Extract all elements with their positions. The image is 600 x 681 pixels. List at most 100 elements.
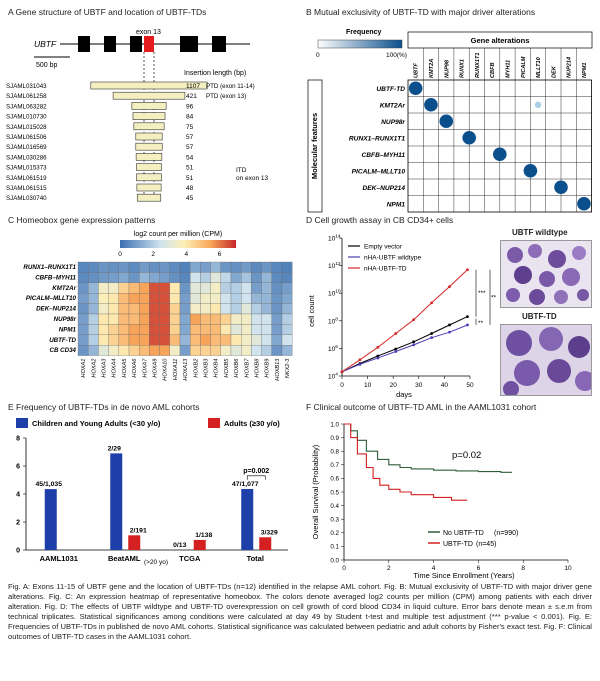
exon-box bbox=[78, 36, 90, 52]
heatmap-cell bbox=[139, 303, 150, 315]
heatmap-col-label: HOXA2 bbox=[91, 358, 97, 378]
heatmap-col-label: HOXB5 bbox=[224, 358, 230, 378]
heatmap-cell bbox=[128, 324, 140, 335]
heatmap-cell bbox=[281, 261, 293, 273]
heatmap-col-label: HOXB3 bbox=[204, 358, 210, 378]
heatmap-cell bbox=[149, 282, 160, 294]
heatmap-cell bbox=[179, 282, 191, 294]
heatmap-cell bbox=[169, 272, 181, 283]
heatmap-cell bbox=[169, 324, 181, 335]
growth-point bbox=[376, 345, 380, 349]
heatmap-cell bbox=[220, 324, 232, 335]
growth-series-line bbox=[341, 324, 468, 373]
heatmap-cell bbox=[77, 261, 89, 273]
bar-ytick-label: 6 bbox=[16, 464, 20, 471]
survival-ytick-label: 0.7 bbox=[330, 462, 339, 469]
heatmap-col-label: HOXA7 bbox=[142, 358, 148, 378]
growth-series-line bbox=[341, 269, 468, 373]
gene-column-label: MYH11 bbox=[505, 60, 511, 78]
pvalue-bracket bbox=[246, 475, 266, 480]
heatmap-cell bbox=[118, 272, 130, 283]
heatmap-cell bbox=[230, 334, 242, 346]
heatmap-cell bbox=[169, 313, 181, 325]
sig-label: ** bbox=[478, 320, 484, 327]
insertion-note: PTD (exon 11-14) bbox=[206, 83, 255, 90]
growth-ytick-label: 108 bbox=[328, 316, 338, 325]
survival-ytick-label: 0.9 bbox=[330, 435, 339, 442]
heatmap-cell bbox=[179, 324, 191, 335]
growth-ytick-label: 1014 bbox=[328, 234, 341, 243]
heatmap-cell bbox=[271, 261, 283, 273]
heatmap-cell bbox=[241, 324, 252, 335]
insertion-bar bbox=[136, 183, 162, 192]
heatmap-cell bbox=[271, 293, 283, 304]
heatmap-col-label: HOXA9 bbox=[153, 359, 159, 378]
heatmap-cell bbox=[108, 324, 119, 335]
survival-pvalue: p=0.02 bbox=[452, 450, 481, 461]
heatmap-cell bbox=[139, 272, 150, 283]
heatmap-cell bbox=[261, 324, 272, 335]
heatmap-cell bbox=[281, 334, 293, 346]
heatmap-cell bbox=[281, 324, 293, 335]
heatmap-cell bbox=[149, 345, 160, 356]
heatmap-cell bbox=[271, 303, 283, 315]
panel-e-title: E Frequency of UBTF-TDs in de novo AML c… bbox=[8, 402, 200, 412]
feature-row-label: CBFB–MYH11 bbox=[362, 152, 406, 159]
growth-ytick-label: 104 bbox=[328, 372, 338, 381]
panel-b-title: B Mutual exclusivity of UBTF-TD with maj… bbox=[306, 7, 536, 17]
growth-xtick-label: 0 bbox=[340, 382, 344, 389]
heatmap-cell bbox=[261, 261, 272, 273]
heatmap-cell bbox=[261, 293, 272, 304]
heatmap-row-label: NUP98r bbox=[54, 316, 77, 323]
heatmap-cell bbox=[169, 334, 181, 346]
colorbar-tick: 2 bbox=[151, 251, 155, 258]
heatmap-cell bbox=[139, 282, 150, 294]
insertion-length: 57 bbox=[186, 134, 194, 141]
bar-data-label: 2/29 bbox=[108, 445, 121, 452]
growth-point bbox=[466, 315, 469, 319]
growth-point bbox=[448, 330, 451, 334]
heatmap-cell bbox=[241, 261, 252, 273]
legend-adults: Adults (≥30 y/o) bbox=[224, 419, 280, 428]
heatmap-cell bbox=[230, 272, 242, 283]
panel-d-title: D Cell growth assay in CB CD34+ cells bbox=[306, 215, 454, 225]
heatmap-col-label: HOXB9 bbox=[265, 359, 271, 378]
heatmap-cell bbox=[118, 293, 130, 304]
heatmap-cell bbox=[128, 345, 140, 356]
heatmap-cell bbox=[88, 282, 99, 294]
colorbar-tick: 0 bbox=[118, 251, 122, 258]
heatmap-cell bbox=[230, 313, 242, 325]
gene-column-label: KMT2A bbox=[429, 59, 435, 78]
heatmap-cell bbox=[190, 313, 201, 325]
heatmap-cell bbox=[139, 313, 150, 325]
growth-xtick-label: 50 bbox=[466, 382, 474, 389]
heatmap-cell bbox=[159, 324, 170, 335]
insertion-bar bbox=[135, 142, 163, 151]
growth-point bbox=[358, 358, 362, 362]
sample-id: SJAML063282 bbox=[6, 103, 47, 110]
heatmap-cell bbox=[169, 261, 181, 273]
insertion-bar bbox=[90, 81, 208, 90]
heatmap-cell bbox=[271, 313, 283, 325]
bar-category-label: AAML1031 bbox=[40, 554, 78, 563]
heatmap-cell bbox=[210, 282, 221, 294]
td-image-label: UBTF-TD bbox=[522, 312, 557, 321]
heatmap-cell bbox=[241, 293, 252, 304]
survival-ytick-label: 0.1 bbox=[330, 544, 339, 551]
heatmap-row-label: CBFB–MYH11 bbox=[35, 274, 76, 281]
bar-ytick-label: 8 bbox=[16, 436, 20, 443]
growth-point bbox=[430, 332, 433, 335]
growth-point bbox=[376, 354, 380, 358]
panel-c-heatmap: log2 count per million (CPM) 0 2 4 6 RUNX1–… bbox=[23, 231, 293, 381]
survival-ytick-label: 0.3 bbox=[330, 517, 339, 524]
heatmap-cell bbox=[190, 303, 201, 315]
heatmap-row-label: UBTF-TD bbox=[49, 337, 76, 344]
sample-id: SJAML031043 bbox=[6, 83, 47, 90]
bar-ytick-label: 0 bbox=[16, 548, 20, 555]
heatmap-col-label: HOXB7 bbox=[244, 358, 250, 378]
heatmap-col-label: HOXA3 bbox=[102, 358, 108, 378]
colorbar-tick: 4 bbox=[184, 251, 188, 258]
growth-point bbox=[412, 340, 416, 344]
growth-ytick-exp: 14 bbox=[335, 234, 341, 240]
legend-no-label: No UBTF-TD bbox=[443, 530, 484, 537]
